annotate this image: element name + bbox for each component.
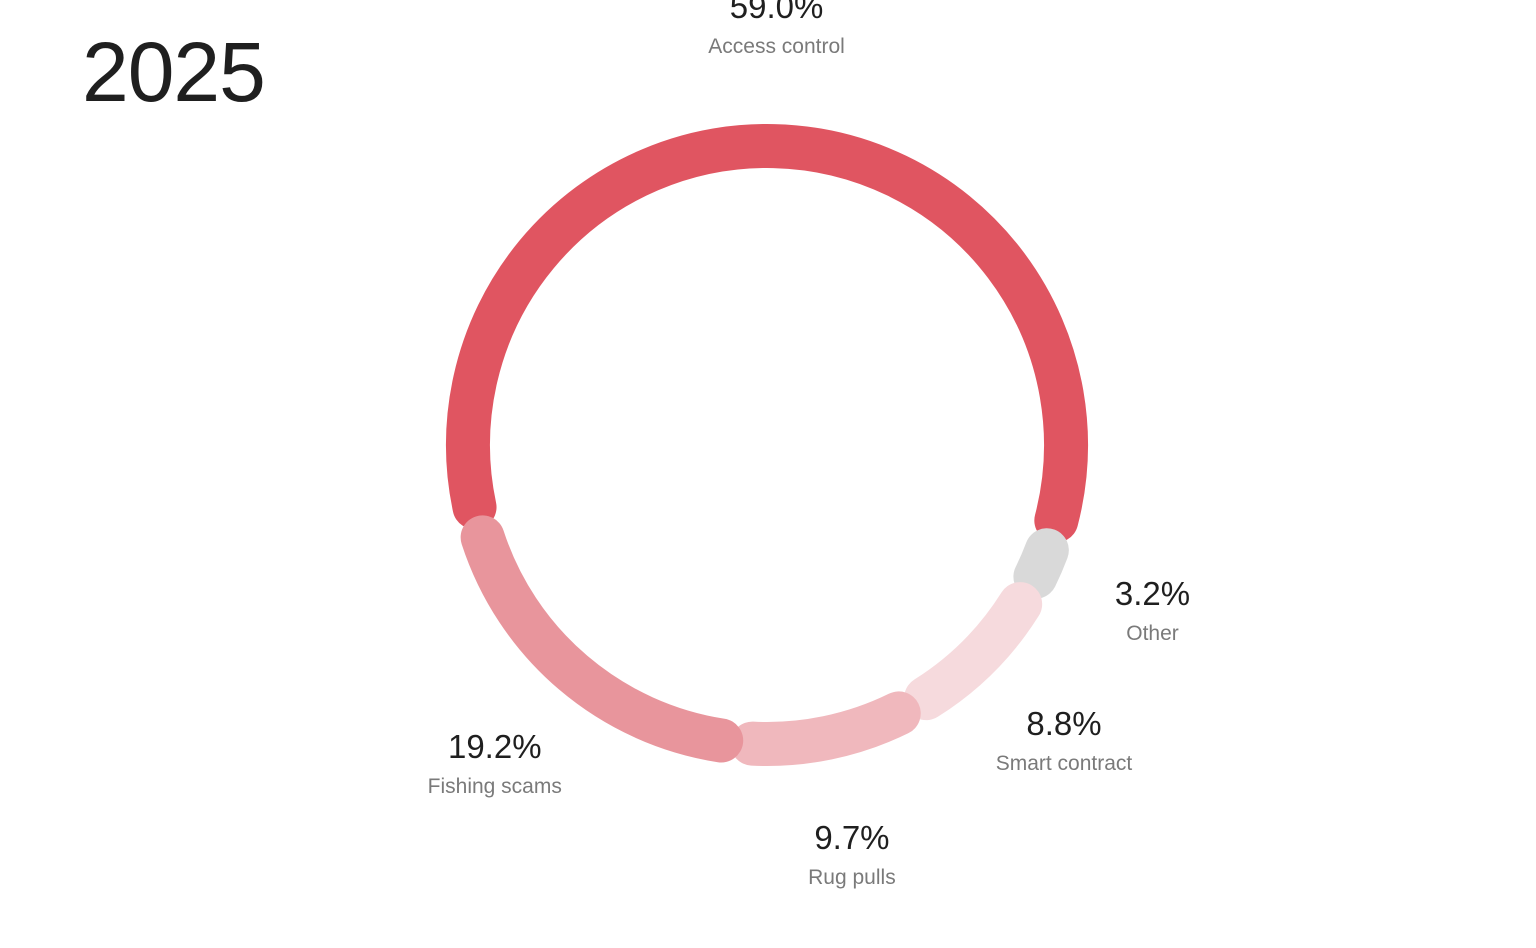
slice-value: 19.2% — [447, 727, 542, 765]
slice-value: 9.7% — [814, 819, 890, 857]
slice-label-access-control: 59.0% Access control — [708, 0, 845, 60]
slice-name: Access control — [708, 35, 845, 59]
slice-access-control — [446, 124, 1088, 543]
slice-fishing-scams — [460, 515, 744, 763]
slice-smart-contract — [904, 582, 1043, 721]
slice-label-fishing-scams: 19.2% Fishing scams — [428, 727, 562, 800]
slice-value: 3.2% — [1114, 574, 1191, 612]
slice-name: Smart contract — [995, 751, 1133, 775]
slice-label-other: 3.2% Other — [1115, 574, 1190, 647]
slice-name: Rug pulls — [808, 866, 896, 890]
chart-title: 2025 — [82, 25, 266, 119]
slice-label-smart-contract: 8.8% Smart contract — [996, 704, 1133, 777]
slice-name: Fishing scams — [427, 774, 562, 798]
slice-other — [1013, 528, 1069, 599]
slice-value: 59.0% — [729, 0, 824, 26]
slice-value: 8.8% — [1026, 704, 1102, 742]
slice-rug-pulls — [730, 691, 921, 766]
slice-label-rug-pulls: 9.7% Rug pulls — [808, 818, 896, 891]
slice-name: Other — [1126, 621, 1179, 645]
